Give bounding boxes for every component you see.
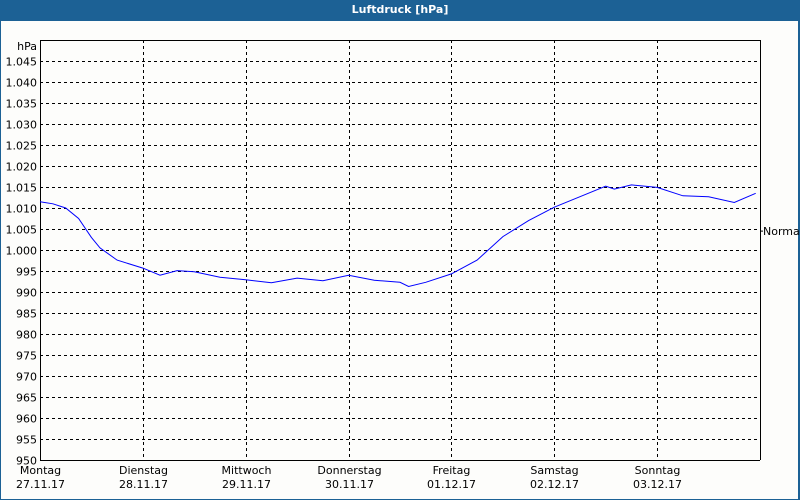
y-tick-label: 960 (16, 413, 37, 426)
y-tick-label: 1.040 (6, 77, 38, 90)
y-tick-label: 1.000 (6, 245, 38, 258)
y-tick-label: 965 (16, 392, 37, 405)
y-tick-label: 995 (16, 266, 37, 279)
y-tick-label: 975 (16, 350, 37, 363)
y-tick-label: 1.015 (6, 182, 38, 195)
x-tick-date: 27.11.17 (16, 478, 65, 491)
pressure-line (39, 184, 756, 288)
chart-panel (1, 21, 798, 499)
x-tick-day: Freitag (433, 464, 471, 477)
y-tick-label: 990 (16, 287, 37, 300)
y-tick-label: 985 (16, 308, 37, 321)
x-tick-day: Mittwoch (222, 464, 272, 477)
normal-label: Normal (763, 225, 800, 238)
y-tick-label: 1.030 (6, 119, 38, 132)
x-tick-day: Montag (20, 464, 61, 477)
x-tick-day: Samstag (530, 464, 578, 477)
x-tick-date: 03.12.17 (633, 478, 682, 491)
x-tick-day: Donnerstag (317, 464, 381, 477)
x-tick-day: Dienstag (119, 464, 168, 477)
x-tick-date: 02.12.17 (530, 478, 579, 491)
y-tick-label: 1.025 (6, 140, 38, 153)
x-tick-date: 01.12.17 (427, 478, 476, 491)
y-tick-label: 1.035 (6, 98, 38, 111)
y-tick-label: 1.010 (6, 203, 38, 216)
y-tick-label: 980 (16, 329, 37, 342)
window-title: Luftdruck [hPa] (0, 0, 800, 20)
y-tick-label: 950 (16, 455, 37, 468)
y-axis-label: hPa (17, 40, 37, 53)
y-tick-label: 955 (16, 434, 37, 447)
x-tick-date: 30.11.17 (325, 478, 374, 491)
y-tick-label: 970 (16, 371, 37, 384)
x-tick-date: 28.11.17 (119, 478, 168, 491)
x-tick-date: 29.11.17 (222, 478, 271, 491)
y-tick-label: 1.005 (6, 224, 38, 237)
x-tick-day: Sonntag (635, 464, 681, 477)
y-tick-label: 1.045 (6, 56, 38, 69)
y-tick-label: 1.020 (6, 161, 38, 174)
